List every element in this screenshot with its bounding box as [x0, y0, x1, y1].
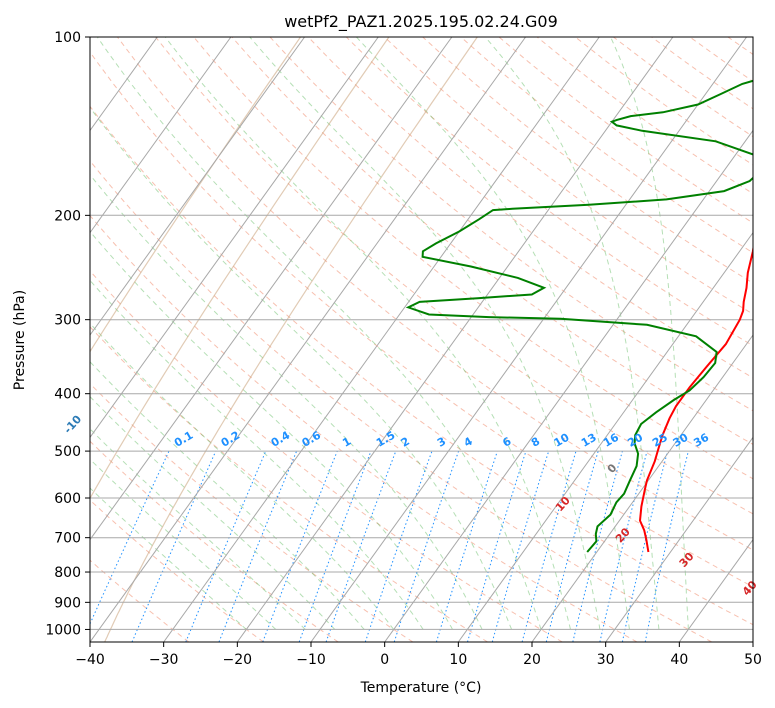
isotherm-line: [531, 334, 753, 642]
axis-ticks: −40 −30 −20 −10 0 10 20 30 40 50 100 200 300 400 500 60…: [45, 30, 762, 668]
reference-curve: [104, 37, 478, 642]
dry-adiabat: [422, 37, 753, 284]
mixing-ratio-line: [262, 450, 338, 642]
mixing-ratio-line: [435, 450, 498, 642]
y-tick-label: 700: [54, 531, 81, 547]
isotherm-line: [384, 129, 753, 642]
isotherm-line: [163, 37, 600, 642]
mixing-ratio-line: [218, 450, 298, 642]
moist-adiabat: [90, 428, 306, 630]
y-tick-label: 800: [54, 565, 81, 581]
x-tick-label: −20: [223, 652, 253, 668]
x-tick-label: 50: [744, 652, 762, 668]
y-tick-label: 1000: [45, 622, 81, 638]
dry-adiabat: [269, 37, 753, 412]
chart-title: wetPf2_PAZ1.2025.195.02.24.G09: [284, 12, 558, 32]
y-tick-label: 400: [54, 387, 81, 403]
y-axis-label: Pressure (hPa): [12, 290, 28, 390]
isotherm-line: [605, 436, 753, 642]
dry-adiabat: [90, 51, 753, 588]
dry-adiabat: [384, 37, 753, 315]
mixing-ratio-line: [298, 450, 372, 642]
x-tick-label: −30: [149, 652, 179, 668]
moist-adiabat: [90, 361, 365, 630]
reference-curve: [90, 37, 390, 500]
y-tick-label: 900: [54, 595, 81, 611]
dry-adiabat: [90, 270, 563, 642]
mixing-ratio-line: [599, 450, 648, 642]
isotherm-line: [678, 538, 753, 642]
x-tick-label: 30: [597, 652, 615, 668]
x-tick-label: −40: [75, 652, 105, 668]
mixing-ratio-line: [364, 450, 433, 642]
isotherm-line: [310, 37, 748, 642]
moist-adiabat: [484, 37, 660, 630]
dry-adiabat: [90, 326, 488, 642]
isotherm-line: [90, 37, 232, 234]
grid-lines: [90, 37, 753, 642]
moist-adiabat: [90, 458, 277, 630]
moist-adiabat: [90, 395, 336, 630]
x-tick-label: 20: [523, 652, 541, 668]
moist-adiabat: [164, 37, 571, 630]
dry-adiabat: [155, 37, 753, 515]
moist-adiabat: [610, 37, 689, 630]
dry-adiabat: [193, 37, 753, 480]
isotherm-line: [90, 37, 453, 541]
dry-adiabat: [90, 214, 638, 642]
dry-adiabat: [345, 37, 753, 347]
mixing-ratio-line: [325, 450, 397, 642]
series-group: [405, 79, 753, 553]
mixing-ratio-line: [644, 450, 689, 642]
mixing-ratio-line: [621, 450, 669, 642]
reference-curve: [90, 37, 301, 353]
isotherm-line: [90, 37, 306, 336]
mixing-ratio-line: [545, 450, 599, 642]
x-tick-label: −10: [296, 652, 326, 668]
plot-frame: [89, 36, 754, 643]
x-axis-label: Temperature (°C): [360, 680, 482, 696]
moist-adiabat: [90, 230, 454, 630]
dry-adiabat: [90, 105, 753, 626]
moist-adiabat: [90, 322, 395, 630]
temperature-profile-line: [638, 244, 753, 553]
dry-adiabat: [90, 559, 190, 642]
isotherm-line: [236, 37, 674, 642]
moist-adiabat: [90, 106, 513, 630]
y-tick-label: 500: [54, 444, 81, 460]
y-tick-label: 200: [54, 208, 81, 224]
isotherm-line: [90, 37, 379, 439]
moist-adiabat: [96, 37, 542, 630]
mixing-ratio-line: [572, 450, 623, 642]
x-tick-label: 10: [449, 652, 467, 668]
moist-adiabat: [356, 37, 630, 630]
background-lines: [90, 37, 753, 642]
mixing-ratio-line: [185, 450, 267, 642]
isotherm-line: [90, 37, 527, 642]
dry-adiabat: [90, 160, 712, 642]
moist-adiabat: [249, 37, 601, 630]
moist-adiabat: [90, 173, 483, 630]
mixing-ratio-line: [521, 450, 577, 642]
x-tick-label: 0: [380, 652, 389, 668]
isotherm-line: [457, 231, 753, 642]
mixing-ratio-line: [467, 450, 527, 642]
x-tick-label: 40: [670, 652, 688, 668]
y-tick-label: 100: [54, 30, 81, 46]
y-tick-label: 300: [54, 313, 81, 329]
dewpoint-profile-line: [405, 79, 753, 553]
y-tick-label: 600: [54, 491, 81, 507]
